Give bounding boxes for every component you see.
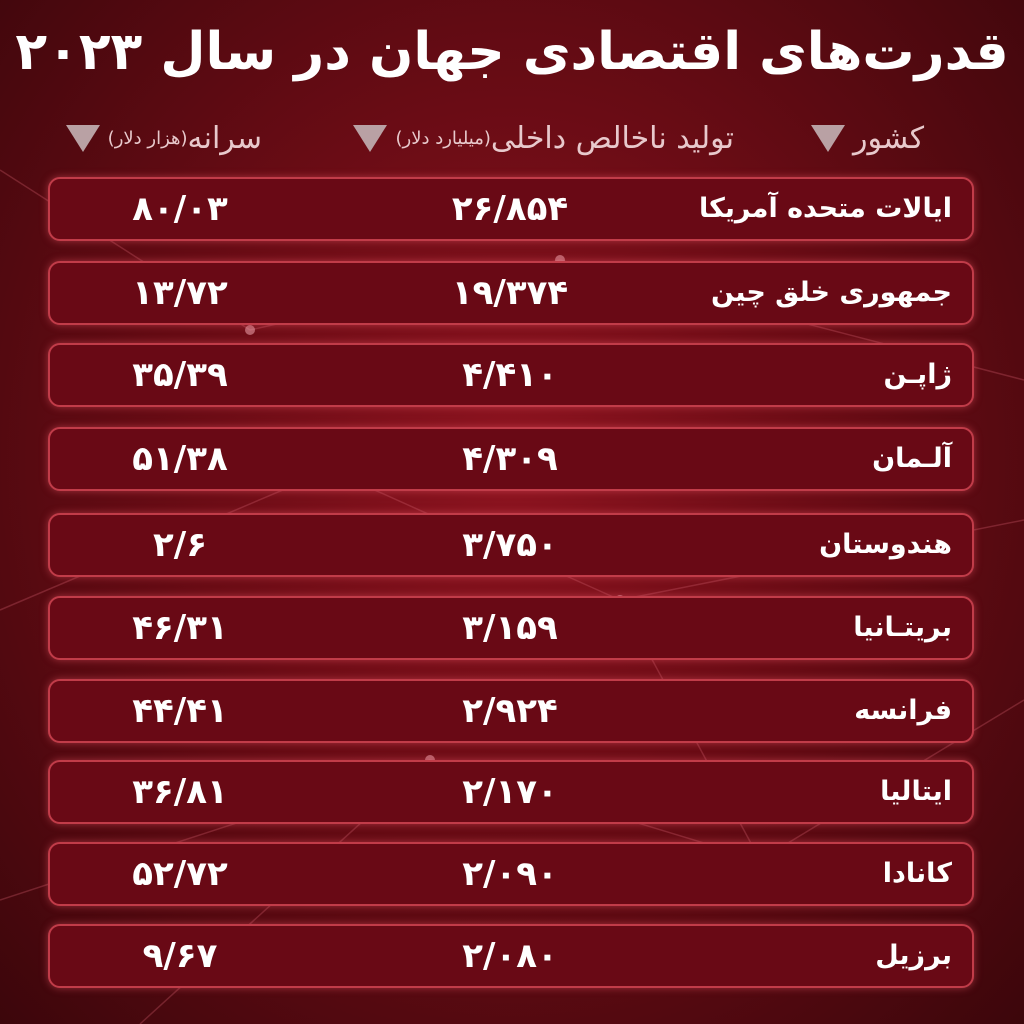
per-capita-cell: ۲/۶	[153, 525, 207, 565]
gdp-cell: ۳/۱۵۹	[462, 608, 558, 648]
column-header-country-label: کشور	[852, 120, 924, 156]
country-cell: هندوستان	[819, 529, 952, 560]
country-cell: آلـمان	[872, 443, 952, 474]
table-row: ایالات متحده آمریکا ۲۶/۸۵۴ ۸۰/۰۳	[48, 177, 974, 241]
column-header-gdp-label: تولید ناخالص داخلی	[490, 120, 734, 156]
table-row: ایتالیا ۲/۱۷۰ ۳۶/۸۱	[48, 760, 974, 824]
gdp-cell: ۴/۳۰۹	[462, 439, 558, 479]
country-cell: ایالات متحده آمریکا	[698, 193, 952, 224]
table-row: هندوستان ۳/۷۵۰ ۲/۶	[48, 513, 974, 577]
per-capita-cell: ۴۶/۳۱	[132, 608, 228, 648]
table-row: فرانسه ۲/۹۲۴ ۴۴/۴۱	[48, 679, 974, 743]
country-cell: ژاپـن	[883, 359, 952, 390]
country-cell: برزیل	[875, 940, 952, 971]
per-capita-cell: ۸۰/۰۳	[132, 189, 228, 229]
table-row: جمهوری خلق چین ۱۹/۳۷۴ ۱۳/۷۲	[48, 261, 974, 325]
gdp-cell: ۲۶/۸۵۴	[451, 189, 569, 229]
column-header-country: کشور	[810, 116, 924, 160]
country-cell: جمهوری خلق چین	[711, 277, 952, 308]
gdp-cell: ۱۹/۳۷۴	[451, 273, 569, 313]
table-row: برزیل ۲/۰۸۰ ۹/۶۷	[48, 924, 974, 988]
gdp-cell: ۲/۰۸۰	[462, 936, 558, 976]
down-triangle-icon	[65, 124, 100, 152]
column-header-gdp: تولید ناخالص داخلی (میلیارد دلار)	[353, 116, 734, 160]
column-header-per-capita-unit: (هزار دلار)	[107, 127, 188, 149]
gdp-cell: ۴/۴۱۰	[462, 355, 558, 395]
per-capita-cell: ۱۳/۷۲	[132, 273, 228, 313]
table-row: کانادا ۲/۰۹۰ ۵۲/۷۲	[48, 842, 974, 906]
table-row: ژاپـن ۴/۴۱۰ ۳۵/۳۹	[48, 343, 974, 407]
table-row: بریتـانیا ۳/۱۵۹ ۴۶/۳۱	[48, 596, 974, 660]
gdp-cell: ۲/۰۹۰	[462, 854, 558, 894]
per-capita-cell: ۹/۶۷	[142, 936, 218, 976]
per-capita-cell: ۵۲/۷۲	[132, 854, 228, 894]
gdp-cell: ۲/۱۷۰	[462, 772, 558, 812]
gdp-cell: ۲/۹۲۴	[462, 691, 558, 731]
country-cell: کانادا	[882, 858, 952, 889]
column-header-per-capita-label: سرانه	[187, 120, 262, 156]
per-capita-cell: ۳۶/۸۱	[132, 772, 228, 812]
column-header-per-capita: سرانه (هزار دلار)	[65, 116, 262, 160]
per-capita-cell: ۳۵/۳۹	[132, 355, 228, 395]
column-header-gdp-unit: (میلیارد دلار)	[395, 127, 491, 149]
per-capita-cell: ۵۱/۳۸	[132, 439, 228, 479]
country-cell: بریتـانیا	[853, 612, 952, 643]
table-row: آلـمان ۴/۳۰۹ ۵۱/۳۸	[48, 427, 974, 491]
down-triangle-icon	[810, 124, 845, 152]
page-title: قدرت‌های اقتصادی جهان در سال ۲۰۲۳	[15, 22, 1009, 82]
down-triangle-icon	[353, 124, 388, 152]
gdp-cell: ۳/۷۵۰	[462, 525, 558, 565]
country-cell: ایتالیا	[880, 776, 952, 807]
per-capita-cell: ۴۴/۴۱	[132, 691, 228, 731]
country-cell: فرانسه	[854, 695, 952, 726]
